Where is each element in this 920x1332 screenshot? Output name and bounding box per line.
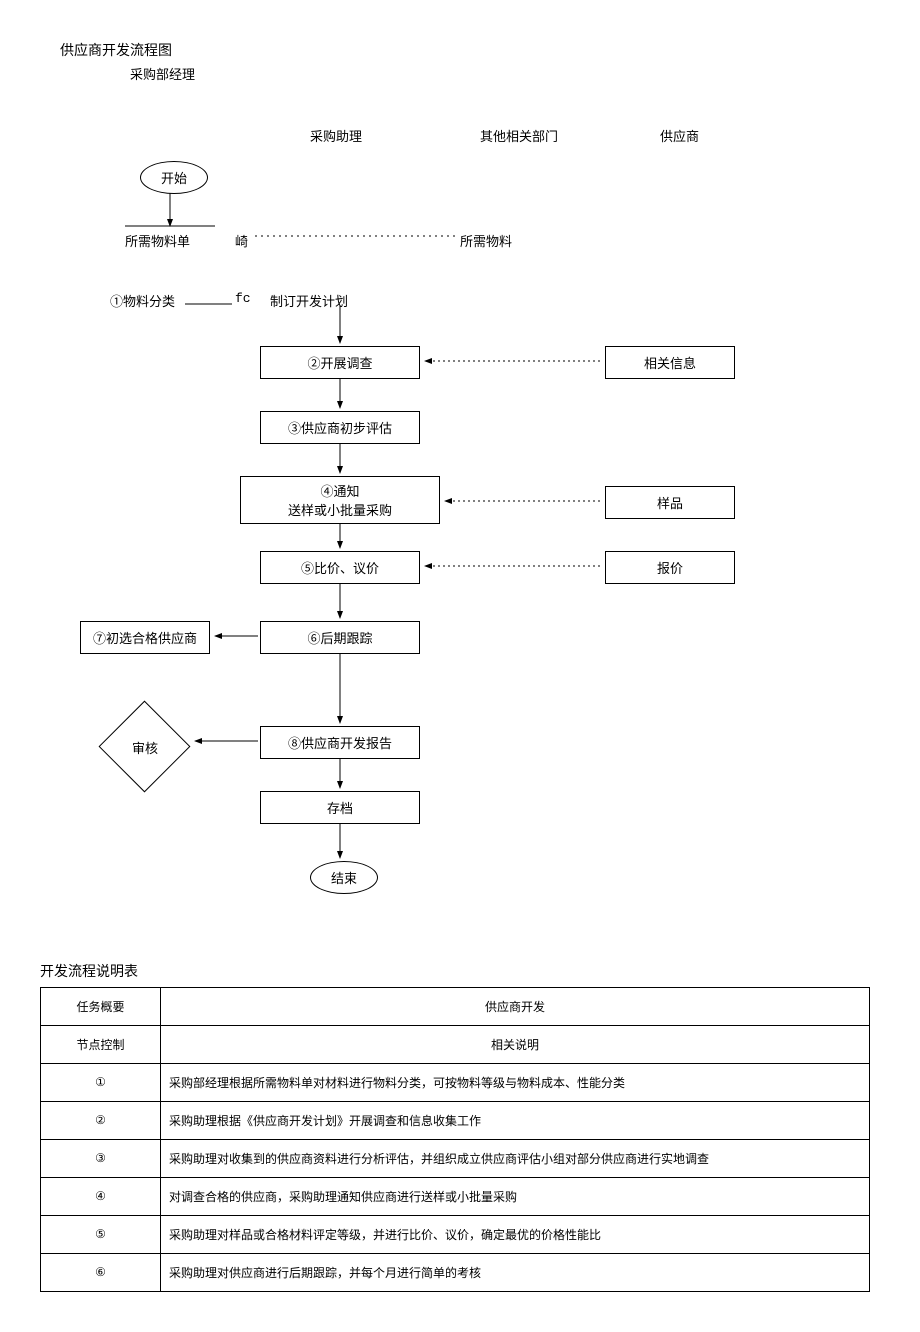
description-table: 任务概要 供应商开发 节点控制 相关说明 ① 采购部经理根据所需物料单对材料进行… — [40, 987, 870, 1292]
audit-node: 审核 — [100, 716, 190, 776]
table-cell: 任务概要 — [41, 988, 161, 1026]
table-cell: ④ — [41, 1178, 161, 1216]
table-row: ⑤ 采购助理对样品或合格材料评定等级，并进行比价、议价，确定最优的价格性能比 — [41, 1216, 870, 1254]
materials-list-node: 所需物料单 — [125, 231, 190, 250]
table-cell: ① — [41, 1064, 161, 1102]
table-cell: ⑤ — [41, 1216, 161, 1254]
step4-line1: ④通知 — [251, 481, 429, 500]
page-subtitle: 采购部经理 — [130, 64, 880, 83]
materials-needed-node: 所需物料 — [460, 231, 512, 250]
table-row: ① 采购部经理根据所需物料单对材料进行物料分类，可按物料等级与物料成本、性能分类 — [41, 1064, 870, 1102]
table-cell: 采购助理对样品或合格材料评定等级，并进行比价、议价，确定最优的价格性能比 — [161, 1216, 870, 1254]
table-cell: 对调查合格的供应商，采购助理通知供应商进行送样或小批量采购 — [161, 1178, 870, 1216]
table-cell: 采购助理对收集到的供应商资料进行分析评估，并组织成立供应商评估小组对部分供应商进… — [161, 1140, 870, 1178]
table-cell: ⑥ — [41, 1254, 161, 1292]
arrows-svg — [40, 91, 880, 951]
step5-node: ⑤比价、议价 — [260, 551, 420, 584]
step4-line2: 送样或小批量采购 — [251, 500, 429, 519]
table-cell: ③ — [41, 1140, 161, 1178]
qi-node: 崎 — [235, 231, 248, 250]
step2-node: ②开展调查 — [260, 346, 420, 379]
lane-header-3: 其他相关部门 — [480, 126, 558, 145]
info-node: 相关信息 — [605, 346, 735, 379]
table-cell: 供应商开发 — [161, 988, 870, 1026]
table-title: 开发流程说明表 — [40, 961, 880, 981]
plan-node: 制订开发计划 — [270, 291, 348, 310]
step4-node: ④通知 送样或小批量采购 — [240, 476, 440, 524]
step3-node: ③供应商初步评估 — [260, 411, 420, 444]
table-row: ③ 采购助理对收集到的供应商资料进行分析评估，并组织成立供应商评估小组对部分供应… — [41, 1140, 870, 1178]
table-cell: 采购助理根据《供应商开发计划》开展调查和信息收集工作 — [161, 1102, 870, 1140]
audit-label: 审核 — [100, 738, 190, 757]
archive-node: 存档 — [260, 791, 420, 824]
table-row: ⑥ 采购助理对供应商进行后期跟踪，并每个月进行简单的考核 — [41, 1254, 870, 1292]
lane-header-4: 供应商 — [660, 126, 699, 145]
fc-node: fc — [235, 291, 251, 306]
table-cell: 节点控制 — [41, 1026, 161, 1064]
lane-header-2: 采购助理 — [310, 126, 362, 145]
start-node: 开始 — [140, 161, 208, 194]
flowchart-diagram: 采购助理 其他相关部门 供应商 开始 所需物料单 崎 所需物料 ①物料分类 fc… — [40, 91, 880, 951]
table-cell: 采购部经理根据所需物料单对材料进行物料分类，可按物料等级与物料成本、性能分类 — [161, 1064, 870, 1102]
step1-node: ①物料分类 — [110, 291, 175, 310]
table-row: ② 采购助理根据《供应商开发计划》开展调查和信息收集工作 — [41, 1102, 870, 1140]
table-cell: 采购助理对供应商进行后期跟踪，并每个月进行简单的考核 — [161, 1254, 870, 1292]
step6-node: ⑥后期跟踪 — [260, 621, 420, 654]
table-row: 节点控制 相关说明 — [41, 1026, 870, 1064]
step8-node: ⑧供应商开发报告 — [260, 726, 420, 759]
sample-node: 样品 — [605, 486, 735, 519]
table-cell: 相关说明 — [161, 1026, 870, 1064]
table-row: ④ 对调查合格的供应商，采购助理通知供应商进行送样或小批量采购 — [41, 1178, 870, 1216]
table-row: 任务概要 供应商开发 — [41, 988, 870, 1026]
page-title: 供应商开发流程图 — [60, 40, 880, 60]
end-node: 结束 — [310, 861, 378, 894]
quote-node: 报价 — [605, 551, 735, 584]
table-cell: ② — [41, 1102, 161, 1140]
step7-node: ⑦初选合格供应商 — [80, 621, 210, 654]
